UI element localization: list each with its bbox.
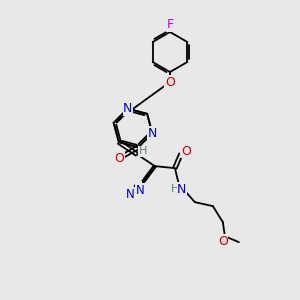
Text: N: N <box>177 183 187 196</box>
Text: O: O <box>218 235 228 248</box>
Text: O: O <box>165 76 175 88</box>
Text: N: N <box>148 127 157 140</box>
Text: O: O <box>181 145 191 158</box>
Text: F: F <box>167 19 174 32</box>
Text: H: H <box>171 184 179 194</box>
Text: C: C <box>133 182 141 195</box>
Text: H: H <box>139 146 147 156</box>
Text: O: O <box>114 152 124 165</box>
Text: N: N <box>125 188 134 201</box>
Text: N: N <box>123 102 133 115</box>
Text: N: N <box>136 184 144 196</box>
